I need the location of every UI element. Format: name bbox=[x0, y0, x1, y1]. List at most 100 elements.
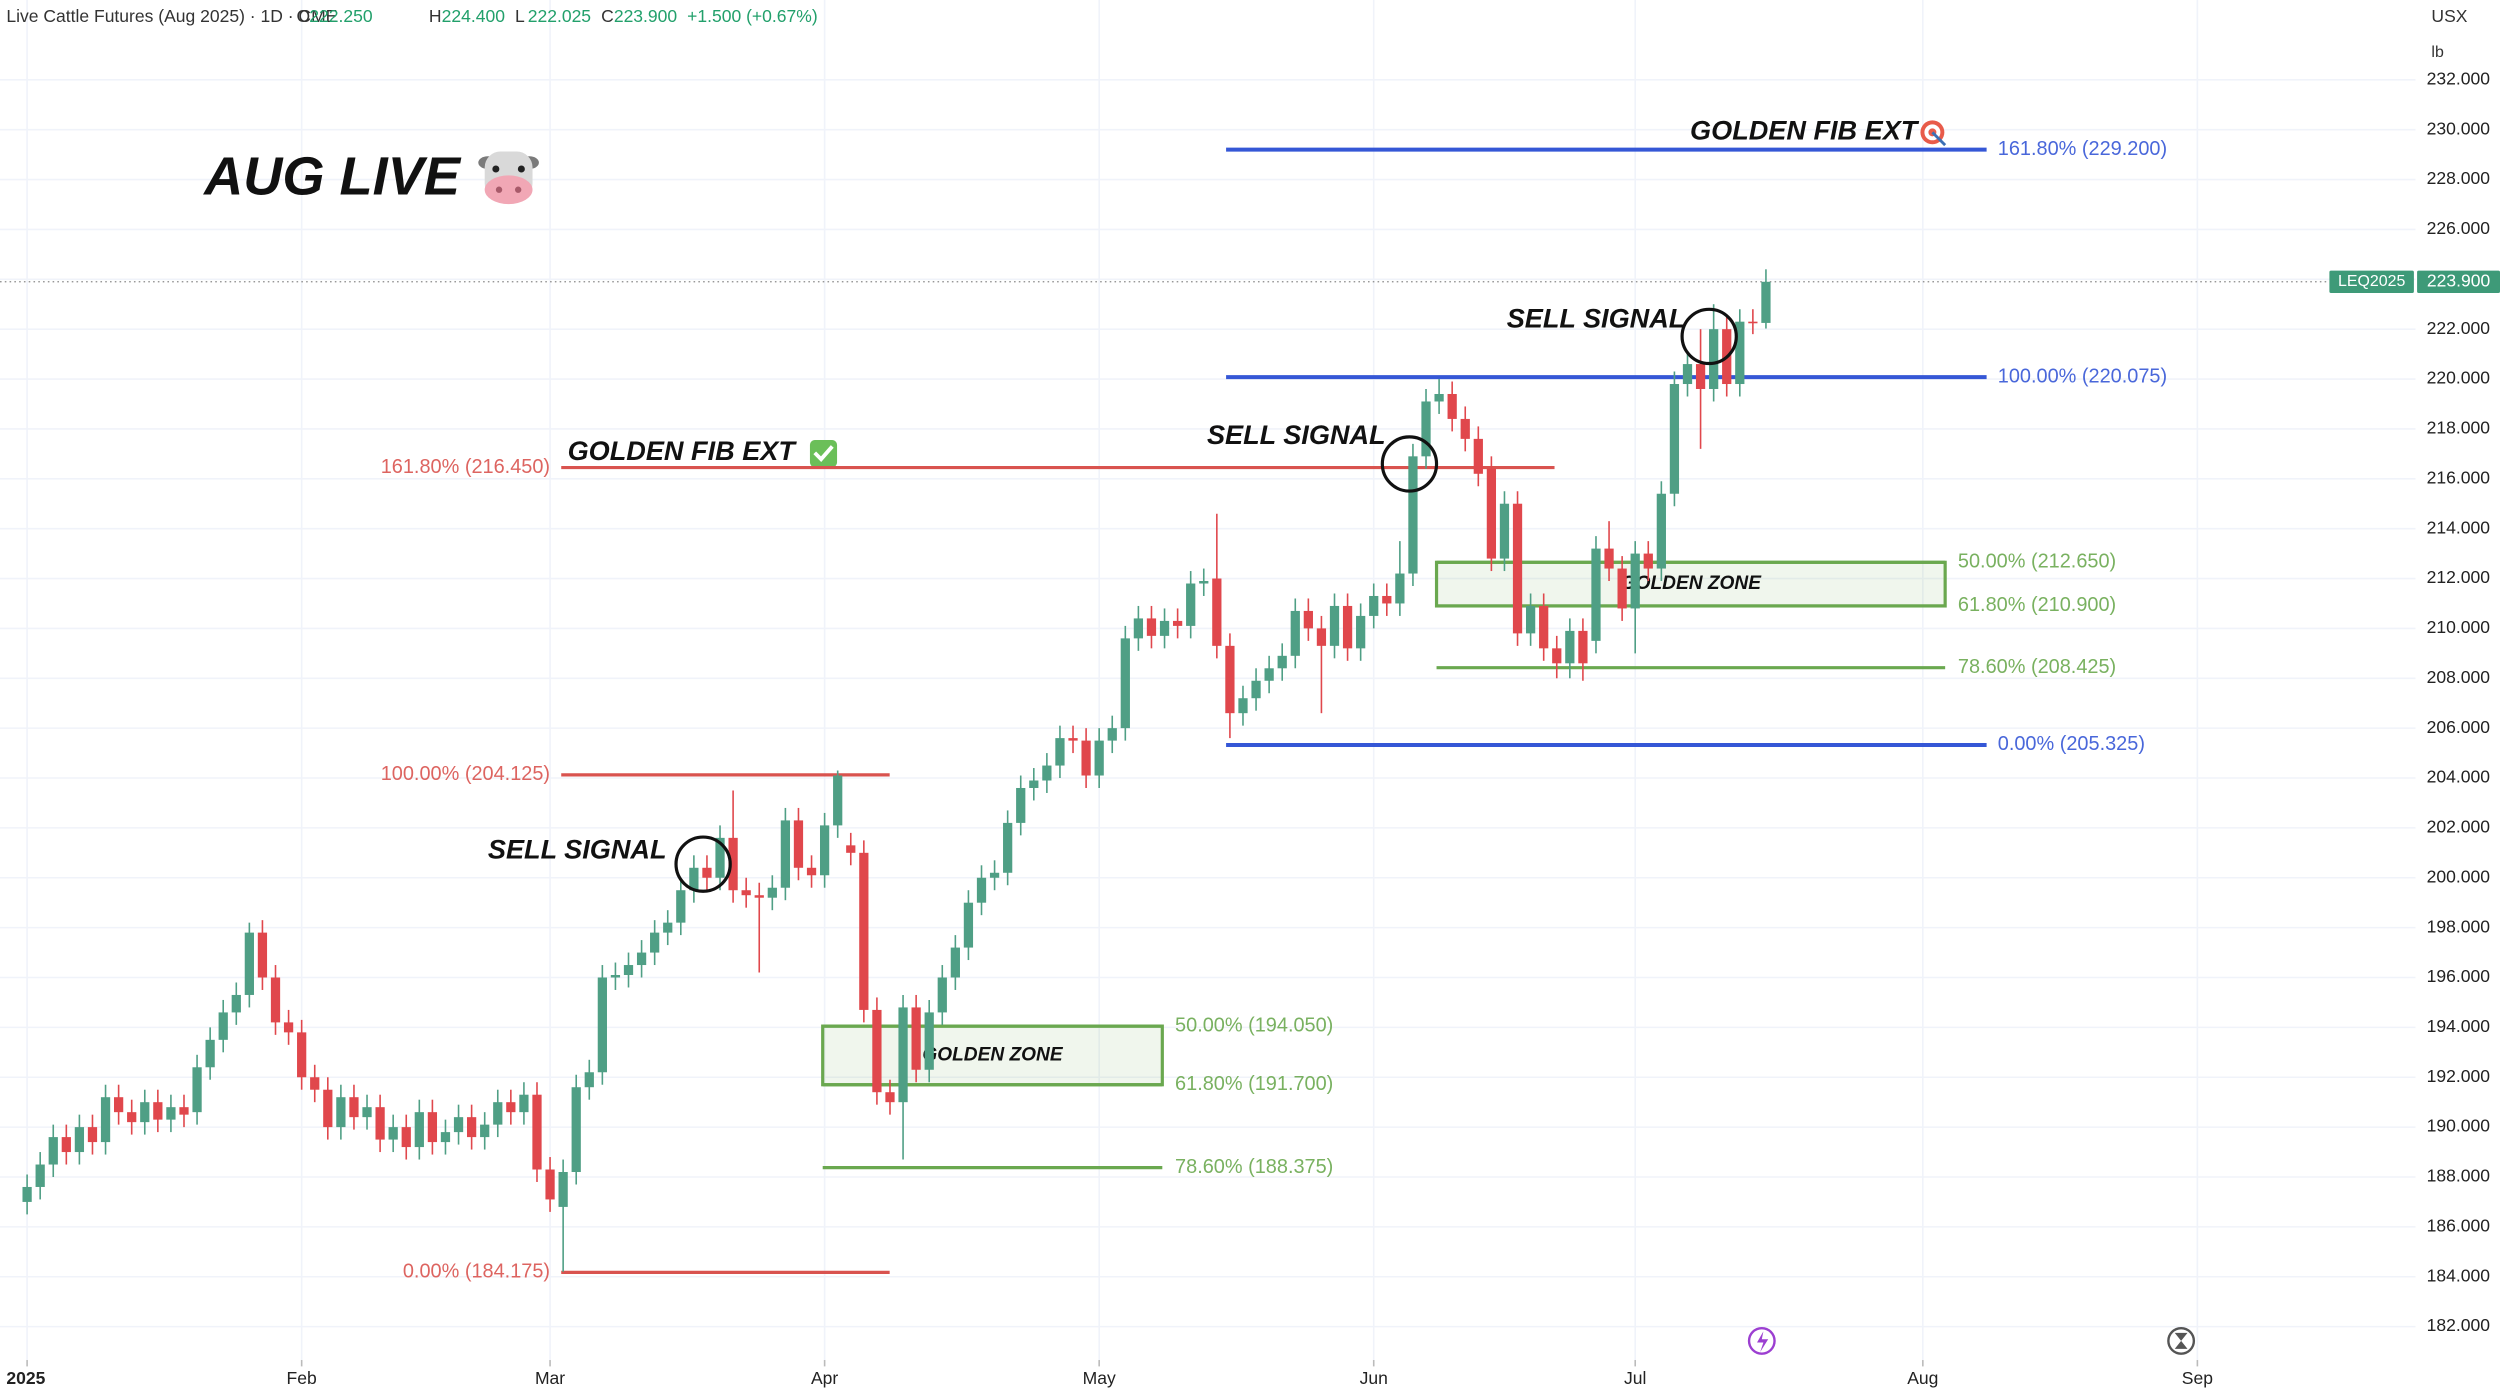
x-tick-label: 2025 bbox=[6, 1368, 45, 1388]
candle-body bbox=[911, 1007, 921, 1070]
candle-body bbox=[1460, 418, 1470, 439]
candle-body bbox=[545, 1169, 555, 1200]
y-tick-label: 192.000 bbox=[2427, 1066, 2491, 1086]
candle-body bbox=[362, 1107, 372, 1118]
candle-body bbox=[597, 977, 607, 1073]
candle-body bbox=[1486, 468, 1497, 559]
candle-body bbox=[1186, 583, 1196, 626]
lightning-icon[interactable] bbox=[1747, 1326, 1776, 1355]
candle-body bbox=[872, 1009, 882, 1093]
y-tick-label: 212.000 bbox=[2427, 567, 2491, 587]
signal-circle bbox=[1680, 307, 1738, 366]
cow-icon bbox=[478, 151, 539, 205]
candle-body bbox=[270, 977, 281, 1023]
candle-body bbox=[480, 1124, 490, 1138]
candle-body bbox=[244, 932, 254, 995]
header-title: Live Cattle Futures (Aug 2025) · 1D · CM… bbox=[6, 6, 337, 26]
candle-body bbox=[218, 1012, 228, 1040]
y-tick-label: 210.000 bbox=[2427, 617, 2491, 637]
annotation: SELL SIGNAL bbox=[488, 834, 667, 865]
candle-body bbox=[1695, 364, 1706, 390]
candle-body bbox=[1094, 740, 1104, 776]
candle-body bbox=[1591, 548, 1601, 641]
candle-body bbox=[885, 1092, 895, 1103]
candle-body bbox=[1656, 493, 1666, 569]
candle-body bbox=[793, 820, 804, 868]
annotation: GOLDEN FIB EXT bbox=[1690, 114, 1920, 145]
candle-body bbox=[375, 1107, 385, 1140]
candle-body bbox=[506, 1102, 516, 1113]
candle-body bbox=[780, 820, 791, 888]
candle-body bbox=[1042, 765, 1052, 781]
fib-label: 0.00% (184.175) bbox=[403, 1261, 550, 1283]
y-tick-label: 186.000 bbox=[2427, 1215, 2491, 1235]
x-tick-label: Jun bbox=[1360, 1368, 1388, 1388]
candle-body bbox=[257, 932, 268, 978]
fib-label: 78.60% (188.375) bbox=[1175, 1156, 1333, 1178]
y-tick-label: 202.000 bbox=[2427, 817, 2491, 837]
fib-label: 50.00% (194.050) bbox=[1175, 1014, 1333, 1036]
ohlc-value: 223.900 bbox=[614, 6, 678, 26]
candle-body bbox=[231, 994, 241, 1013]
candle-body bbox=[179, 1107, 189, 1115]
candle-body bbox=[1303, 610, 1313, 629]
fib-label: 100.00% (204.125) bbox=[381, 763, 550, 785]
y-tick-label: 228.000 bbox=[2427, 168, 2491, 188]
fib-label: 161.80% (216.450) bbox=[381, 456, 550, 478]
candle-body bbox=[153, 1102, 163, 1120]
x-tick-label: Aug bbox=[1907, 1368, 1938, 1388]
y-tick-label: 188.000 bbox=[2427, 1166, 2491, 1186]
candle-body bbox=[937, 977, 947, 1013]
candle-body bbox=[1342, 605, 1353, 649]
candle-body bbox=[1277, 655, 1287, 669]
ohlc-value: 222.025 bbox=[528, 6, 591, 26]
y-tick-label: 196.000 bbox=[2427, 966, 2491, 986]
currency: USX bbox=[2431, 6, 2467, 26]
candle-body bbox=[1604, 548, 1614, 569]
candle-body bbox=[1316, 628, 1327, 646]
candle-body bbox=[571, 1087, 581, 1173]
y-tick-label: 214.000 bbox=[2427, 517, 2491, 537]
x-tick-label: Mar bbox=[535, 1368, 565, 1388]
x-tick-label: Jul bbox=[1624, 1368, 1646, 1388]
candle-body bbox=[1029, 780, 1039, 788]
candle-body bbox=[1473, 438, 1483, 474]
candle-body bbox=[819, 825, 830, 876]
signal-circle bbox=[674, 835, 732, 893]
candle-body bbox=[1146, 618, 1157, 636]
candle-body bbox=[1643, 553, 1653, 569]
fib-label: 0.00% (205.325) bbox=[1998, 733, 2145, 755]
y-tick-label: 208.000 bbox=[2427, 667, 2491, 687]
candle-body bbox=[806, 867, 817, 876]
candle-body bbox=[1225, 645, 1235, 714]
candle-body bbox=[1447, 393, 1457, 419]
price-badge bbox=[2417, 270, 2500, 293]
candle-body bbox=[22, 1186, 32, 1202]
candle-body bbox=[61, 1137, 71, 1153]
candle-body bbox=[963, 902, 974, 948]
candle-body bbox=[1539, 605, 1549, 649]
candle-body bbox=[846, 845, 856, 853]
symbol-badge bbox=[2329, 270, 2414, 293]
y-tick-label: 194.000 bbox=[2427, 1016, 2491, 1036]
y-tick-label: 198.000 bbox=[2427, 916, 2491, 936]
candle-body bbox=[1172, 620, 1183, 626]
candle-body bbox=[584, 1072, 594, 1088]
candle-body bbox=[1578, 630, 1588, 664]
candle-body bbox=[127, 1112, 137, 1123]
candle-body bbox=[1003, 822, 1013, 873]
candle-body bbox=[663, 922, 673, 933]
candle-body bbox=[623, 965, 634, 976]
x-tick-label: Apr bbox=[811, 1368, 838, 1388]
candle-body bbox=[1552, 648, 1562, 664]
candle-body bbox=[1395, 573, 1405, 604]
y-tick-label: 218.000 bbox=[2427, 418, 2491, 438]
fib-label: 100.00% (220.075) bbox=[1998, 365, 2167, 387]
candle-body bbox=[1617, 568, 1627, 609]
candle-body bbox=[1669, 384, 1680, 494]
candle-body bbox=[113, 1097, 124, 1113]
candle-body bbox=[1212, 578, 1222, 646]
candle-body bbox=[1290, 610, 1300, 656]
y-tick-label: 204.000 bbox=[2427, 767, 2491, 787]
